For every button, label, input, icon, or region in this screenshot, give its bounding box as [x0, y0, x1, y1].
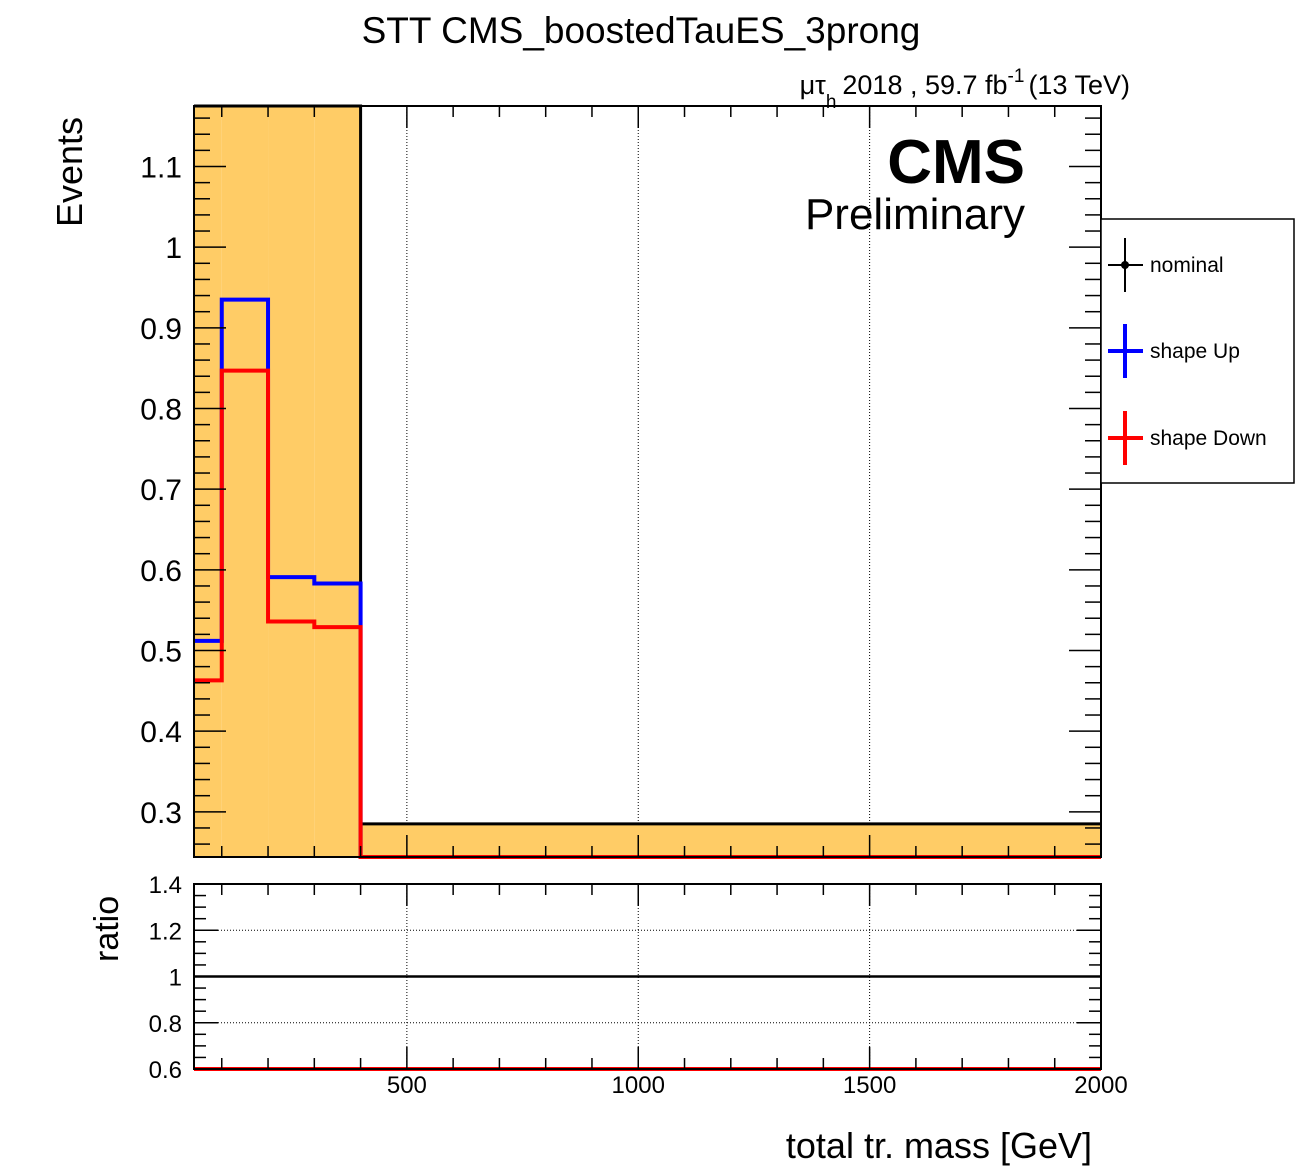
ratio-y-axis-label: ratio	[88, 896, 126, 962]
band-bin	[194, 106, 222, 857]
lumi-text: 2018 , 59.7 fb	[842, 70, 1007, 100]
legend-marker-dot-nominal	[1121, 261, 1129, 269]
ratio-grid	[194, 884, 1101, 1069]
y-tick-label: 0.4	[140, 716, 182, 749]
band-bin	[268, 106, 315, 857]
y-axis-label: Events	[49, 117, 90, 227]
lumi-sup: -1	[1008, 66, 1025, 87]
y-tick-label: 0.8	[140, 393, 182, 426]
cms-sublabel: Preliminary	[805, 190, 1025, 239]
ratio-y-ticks: 0.6 0.8 1 1.2 1.4	[149, 872, 1101, 1084]
series-line-shape-down	[194, 368, 1101, 859]
legend: nominal shape Up shape Down	[1100, 218, 1295, 484]
y-tick-label: 0.6	[140, 555, 182, 588]
cms-label: CMS	[887, 128, 1025, 197]
band-bin	[314, 106, 361, 857]
y-tick-label: 1.1	[140, 151, 182, 184]
legend-label-shape-up: shape Up	[1150, 340, 1240, 363]
main-x-ticks	[221, 106, 1102, 857]
y-tick-label: 0.5	[140, 635, 182, 668]
x-axis-label: total tr. mass [GeV]	[786, 1125, 1092, 1166]
ratio-y-tick-label: 0.6	[149, 1057, 182, 1084]
ratio-y-tick-label: 1	[169, 965, 182, 992]
x-tick-label: 2000	[1074, 1072, 1127, 1099]
y-tick-label: 0.9	[140, 313, 182, 346]
ratio-x-ticks: 500 1000 1500 2000	[221, 884, 1128, 1099]
y-tick-label: 0.7	[140, 474, 182, 507]
ratio-y-tick-label: 0.8	[149, 1011, 182, 1038]
chart-title: STT CMS_boostedTauES_3prong	[362, 10, 921, 51]
lumi-label: μτh2018 , 59.7 fb-1 (13 TeV)	[800, 66, 1130, 113]
legend-label-nominal: nominal	[1150, 254, 1224, 277]
y-tick-label: 1	[165, 232, 182, 265]
band-bin	[221, 106, 269, 857]
y-tick-label: 0.3	[140, 797, 182, 830]
x-tick-label: 1000	[612, 1072, 665, 1099]
main-grid	[406, 106, 871, 857]
lumi-energy: (13 TeV)	[1028, 70, 1130, 100]
legend-label-shape-down: shape Down	[1150, 427, 1267, 450]
lumi-channel: μτ	[800, 70, 827, 100]
lumi-channel-sub: h	[826, 92, 837, 113]
main-y-ticks: 0.3 0.4 0.5 0.6 0.7 0.8 0.9 1 1.1	[140, 117, 1101, 845]
ratio-y-tick-label: 1.2	[149, 918, 182, 945]
x-tick-label: 1500	[843, 1072, 896, 1099]
ratio-y-tick-label: 1.4	[149, 872, 182, 899]
x-tick-label: 500	[387, 1072, 427, 1099]
